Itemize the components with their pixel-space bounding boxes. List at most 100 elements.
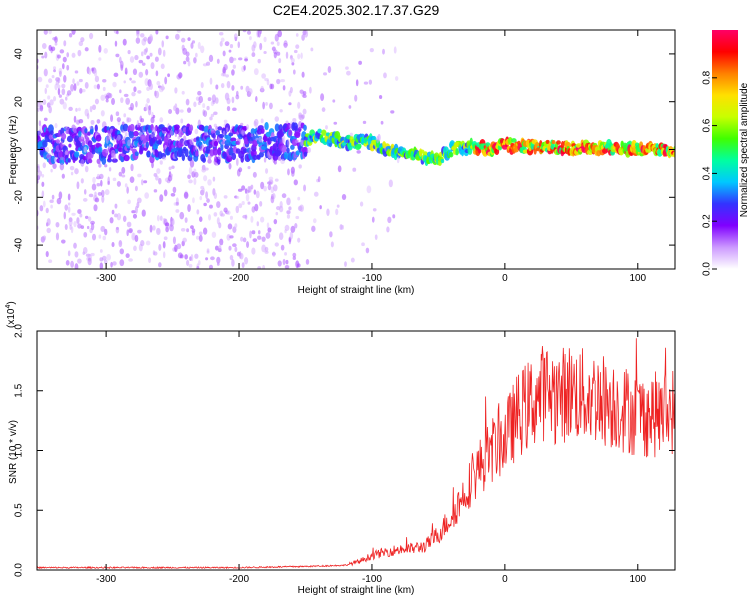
spectrogram-noise [262,264,266,269]
spectrogram-noise [112,177,117,182]
spectrogram-noise [301,71,305,78]
spectrogram-noise [240,85,244,90]
spectrogram-noise [132,68,138,76]
spectrogram-noise [125,253,130,259]
spectrogram-cell [55,139,60,144]
spectrogram-noise [265,101,268,106]
y-tick-label: -20 [14,190,25,205]
spectrogram-noise [41,181,45,187]
spectrogram-noise [156,80,161,86]
spectrogram-noise [203,202,207,207]
spectrogram-noise [190,42,194,49]
spectrogram-cell [448,152,454,158]
spectrogram-noise [158,262,162,268]
spectrogram-noise [97,192,103,196]
spectrogram-noise [124,67,128,75]
spectrogram-noise [276,41,280,46]
spectrogram-noise [145,240,151,246]
spectrogram-noise [341,224,344,230]
spectrogram-noise [280,158,285,165]
spectrogram-noise [58,150,63,158]
spectrogram-noise [162,156,167,161]
spectrogram-noise [107,93,113,99]
spectrogram-noise [73,220,77,228]
spectrogram-noise [154,125,157,132]
spectrogram-noise [155,175,159,181]
colorbar-tick-label: 0.0 [702,262,713,276]
spectrogram-noise [78,118,84,124]
spectrogram-noise [94,191,97,197]
spectrogram-noise [49,199,54,204]
spectrogram-noise [152,114,156,119]
spectrogram-noise [216,58,220,64]
spectrogram-noise [133,245,137,252]
spectrogram-noise [137,173,142,178]
spectrogram-cell [184,148,189,158]
spectrogram-noise [261,244,266,253]
spectrogram-noise [45,250,49,258]
spectrogram-noise [179,254,184,259]
spectrogram-noise [320,93,325,102]
spectrogram-noise [238,203,243,209]
spectrogram-noise [149,34,153,42]
spectrogram-noise [380,120,384,125]
spectrogram-noise [155,30,159,35]
spectrogram-cell [50,155,56,165]
spectrogram-noise [122,38,127,46]
spectrogram-cell [217,126,223,131]
spectrogram-noise [50,46,56,52]
spectrogram-noise [174,87,178,94]
spectrogram-noise [245,124,250,131]
spectrogram-noise [138,71,144,78]
spectrogram-noise [41,42,47,50]
spectrogram-noise [277,156,282,161]
x-tick-label: 0 [502,273,508,284]
spectrogram-noise [54,123,58,129]
spectrogram-cell [455,148,459,156]
spectrogram-noise [126,117,132,123]
spectrogram-cell [672,151,675,158]
spectrogram-noise [135,37,141,44]
spectrogram-noise [42,162,47,169]
spectrogram-cell [545,139,550,145]
spectrogram-noise [89,32,94,40]
spectrogram-noise [77,107,81,112]
spectrogram-noise [198,234,203,242]
spectrogram-noise [98,234,102,239]
spectrogram-noise [236,137,241,146]
spectrogram-noise [42,99,47,106]
spectrogram-noise [66,90,72,96]
spectrogram-noise [153,251,158,256]
x-tick-label: 100 [629,273,646,284]
spectrogram-cell [42,140,48,148]
spectrogram-noise [37,170,43,177]
spectrogram-noise [196,209,200,215]
spectrogram-noise [311,225,316,232]
spectrogram-noise [80,178,84,184]
spectrogram-noise [286,210,291,215]
spectrogram-noise [292,256,297,261]
spectrogram-noise [46,152,52,160]
spectrogram-noise [64,224,68,231]
spectrogram-noise [62,56,67,63]
spectrogram-noise [110,261,113,268]
spectrogram-noise [92,104,97,111]
spectrogram-noise [100,110,105,117]
spectrogram-noise [104,164,108,168]
spectrogram-noise [233,33,238,41]
spectrogram-noise [295,33,299,37]
spectrogram-noise [241,128,246,136]
spectrogram-noise [332,99,336,103]
spectrogram-noise [77,49,82,57]
spectrogram-noise [73,242,77,249]
spectrogram-noise [285,120,289,124]
spectrogram-noise [263,36,267,43]
spectrogram-noise [293,49,298,54]
spectrogram-noise [82,246,88,254]
spectrogram-noise [235,158,239,166]
spectrogram-noise [140,240,145,247]
spectrogram-noise [74,168,79,175]
spectrogram-noise [288,102,292,106]
spectrogram-noise [81,88,86,93]
spectrogram-noise [229,235,234,239]
